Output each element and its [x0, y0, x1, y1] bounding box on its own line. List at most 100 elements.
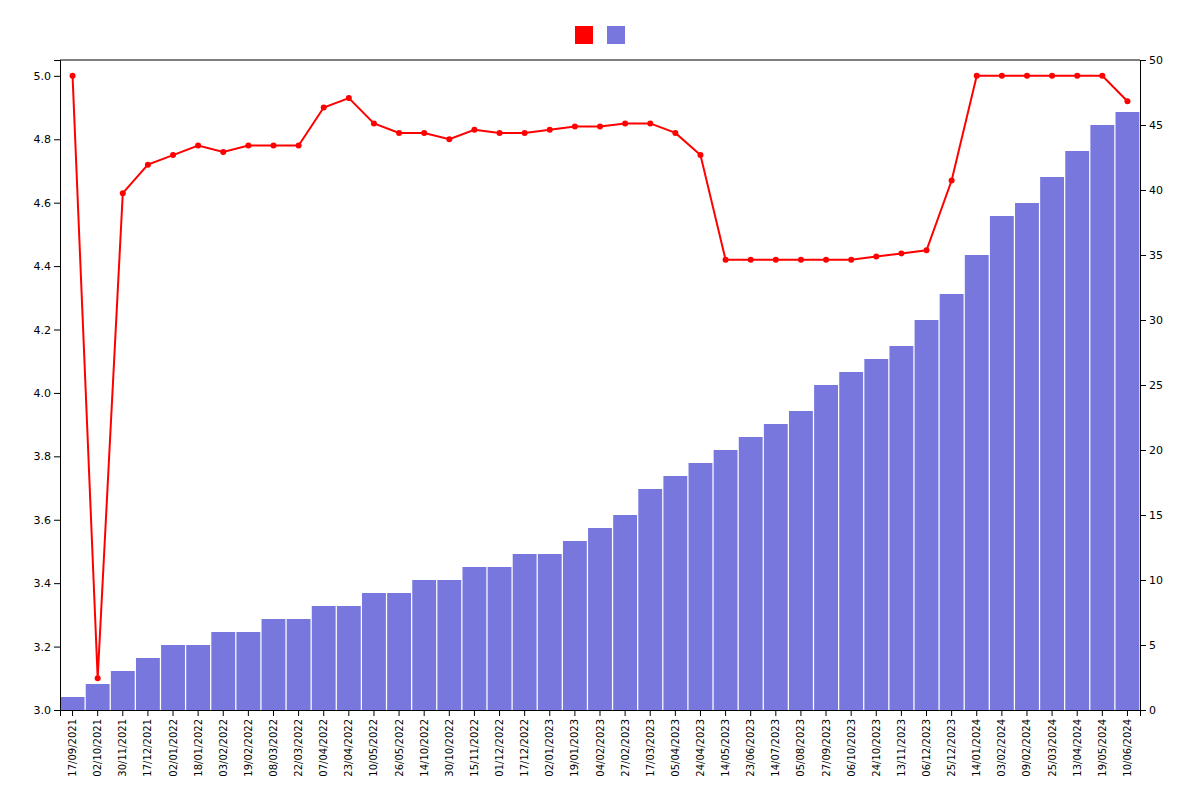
tick-label: 4.6: [34, 197, 52, 210]
tick-mark: [549, 710, 550, 716]
tick: 17/03/2023: [645, 710, 656, 777]
tick-mark: [1140, 125, 1146, 126]
tick-label: 26/05/2022: [394, 719, 405, 777]
marker: [798, 257, 804, 263]
line: [73, 76, 1128, 678]
tick: 24/10/2023: [871, 710, 882, 777]
bar: [990, 216, 1014, 710]
tick-mark: [1140, 580, 1146, 581]
tick-mark: [1026, 710, 1027, 716]
marker: [1049, 73, 1055, 79]
tick-label: 17/12/2021: [142, 719, 153, 777]
tick-mark: [675, 710, 676, 716]
tick-label: 15: [1149, 509, 1163, 522]
tick: 25/12/2023: [946, 710, 957, 777]
marker: [773, 257, 779, 263]
bar: [236, 632, 260, 710]
tick: 50: [1140, 54, 1163, 67]
tick-label: 23/06/2023: [745, 719, 756, 777]
marker: [70, 73, 76, 79]
bar: [789, 411, 813, 710]
bar: [764, 424, 788, 710]
tick-mark: [826, 710, 827, 716]
marker: [245, 143, 251, 149]
tick-mark: [976, 710, 977, 716]
tick: 10: [1140, 574, 1163, 587]
bar: [211, 632, 235, 710]
tick-label: 20: [1149, 444, 1163, 457]
tick-label: 06/10/2023: [846, 719, 857, 777]
bar: [488, 567, 512, 710]
tick-label: 5: [1149, 639, 1156, 652]
tick-label: 27/09/2023: [821, 719, 832, 777]
tick-label: 03/02/2022: [218, 719, 229, 777]
marker: [723, 257, 729, 263]
tick-label: 4.8: [34, 133, 52, 146]
marker: [572, 124, 578, 130]
bar: [362, 593, 386, 710]
tick-mark: [1140, 645, 1146, 646]
tick-label: 19/01/2023: [569, 719, 580, 777]
marker: [924, 247, 930, 253]
tick: 26/05/2022: [394, 710, 405, 777]
tick-label: 19/05/2024: [1097, 719, 1108, 777]
bar: [462, 567, 486, 710]
bar-series: [61, 112, 1140, 710]
bar: [136, 658, 160, 710]
tick-mark: [348, 710, 349, 716]
tick-label: 17/09/2021: [67, 719, 78, 777]
bar: [940, 294, 964, 710]
bar: [161, 645, 185, 710]
tick: 10/05/2022: [368, 710, 379, 777]
tick-label: 3.6: [34, 514, 52, 527]
tick-label: 14/07/2023: [770, 719, 781, 777]
tick: 22/03/2022: [293, 710, 304, 777]
tick-mark: [926, 710, 927, 716]
tick: 23/06/2023: [745, 710, 756, 777]
tick: 23/04/2022: [343, 710, 354, 777]
marker: [999, 73, 1005, 79]
tick: 14/05/2023: [720, 710, 731, 777]
tick-label: 17/12/2022: [519, 719, 530, 777]
tick-mark: [54, 583, 60, 584]
tick: 30: [1140, 314, 1163, 327]
tick-mark: [800, 710, 801, 716]
bar: [287, 619, 311, 710]
tick-label: 17/03/2023: [645, 719, 656, 777]
tick-mark: [1052, 710, 1053, 716]
tick-label: 01/12/2022: [494, 719, 505, 777]
bar: [1116, 112, 1140, 710]
tick: 4.2: [34, 324, 61, 337]
bar: [186, 645, 210, 710]
tick-mark: [97, 710, 98, 716]
tick-mark: [399, 710, 400, 716]
y-axis: 3.03.23.43.63.84.04.24.44.64.85.0: [34, 61, 61, 718]
tick-label: 25/12/2023: [946, 719, 957, 777]
tick-label: 14/10/2022: [419, 719, 430, 777]
tick-label: 3.0: [34, 704, 52, 717]
bar: [889, 346, 913, 710]
tick: 24/04/2023: [695, 710, 706, 777]
tick-mark: [54, 330, 60, 331]
bar: [312, 606, 336, 710]
tick: 3.2: [34, 641, 61, 654]
tick-label: 3.8: [34, 450, 52, 463]
tick-label: 02/10/2021: [92, 719, 103, 777]
tick: 10/06/2024: [1122, 710, 1133, 777]
tick-mark: [1140, 190, 1146, 191]
tick-label: 05/08/2023: [795, 719, 806, 777]
frame-line: [60, 60, 1140, 61]
tick-mark: [625, 710, 626, 716]
tick-label: 18/01/2022: [193, 719, 204, 777]
tick: 01/12/2022: [494, 710, 505, 777]
tick-label: 10/06/2024: [1122, 719, 1133, 777]
tick-mark: [851, 710, 852, 716]
tick: 30/10/2022: [444, 710, 455, 777]
marker: [195, 143, 201, 149]
marker: [522, 130, 528, 136]
bar: [663, 476, 687, 710]
tick-label: 3.4: [34, 577, 52, 590]
tick: 3.4: [34, 577, 61, 590]
tick-label: 07/04/2022: [318, 719, 329, 777]
bar: [61, 697, 85, 710]
